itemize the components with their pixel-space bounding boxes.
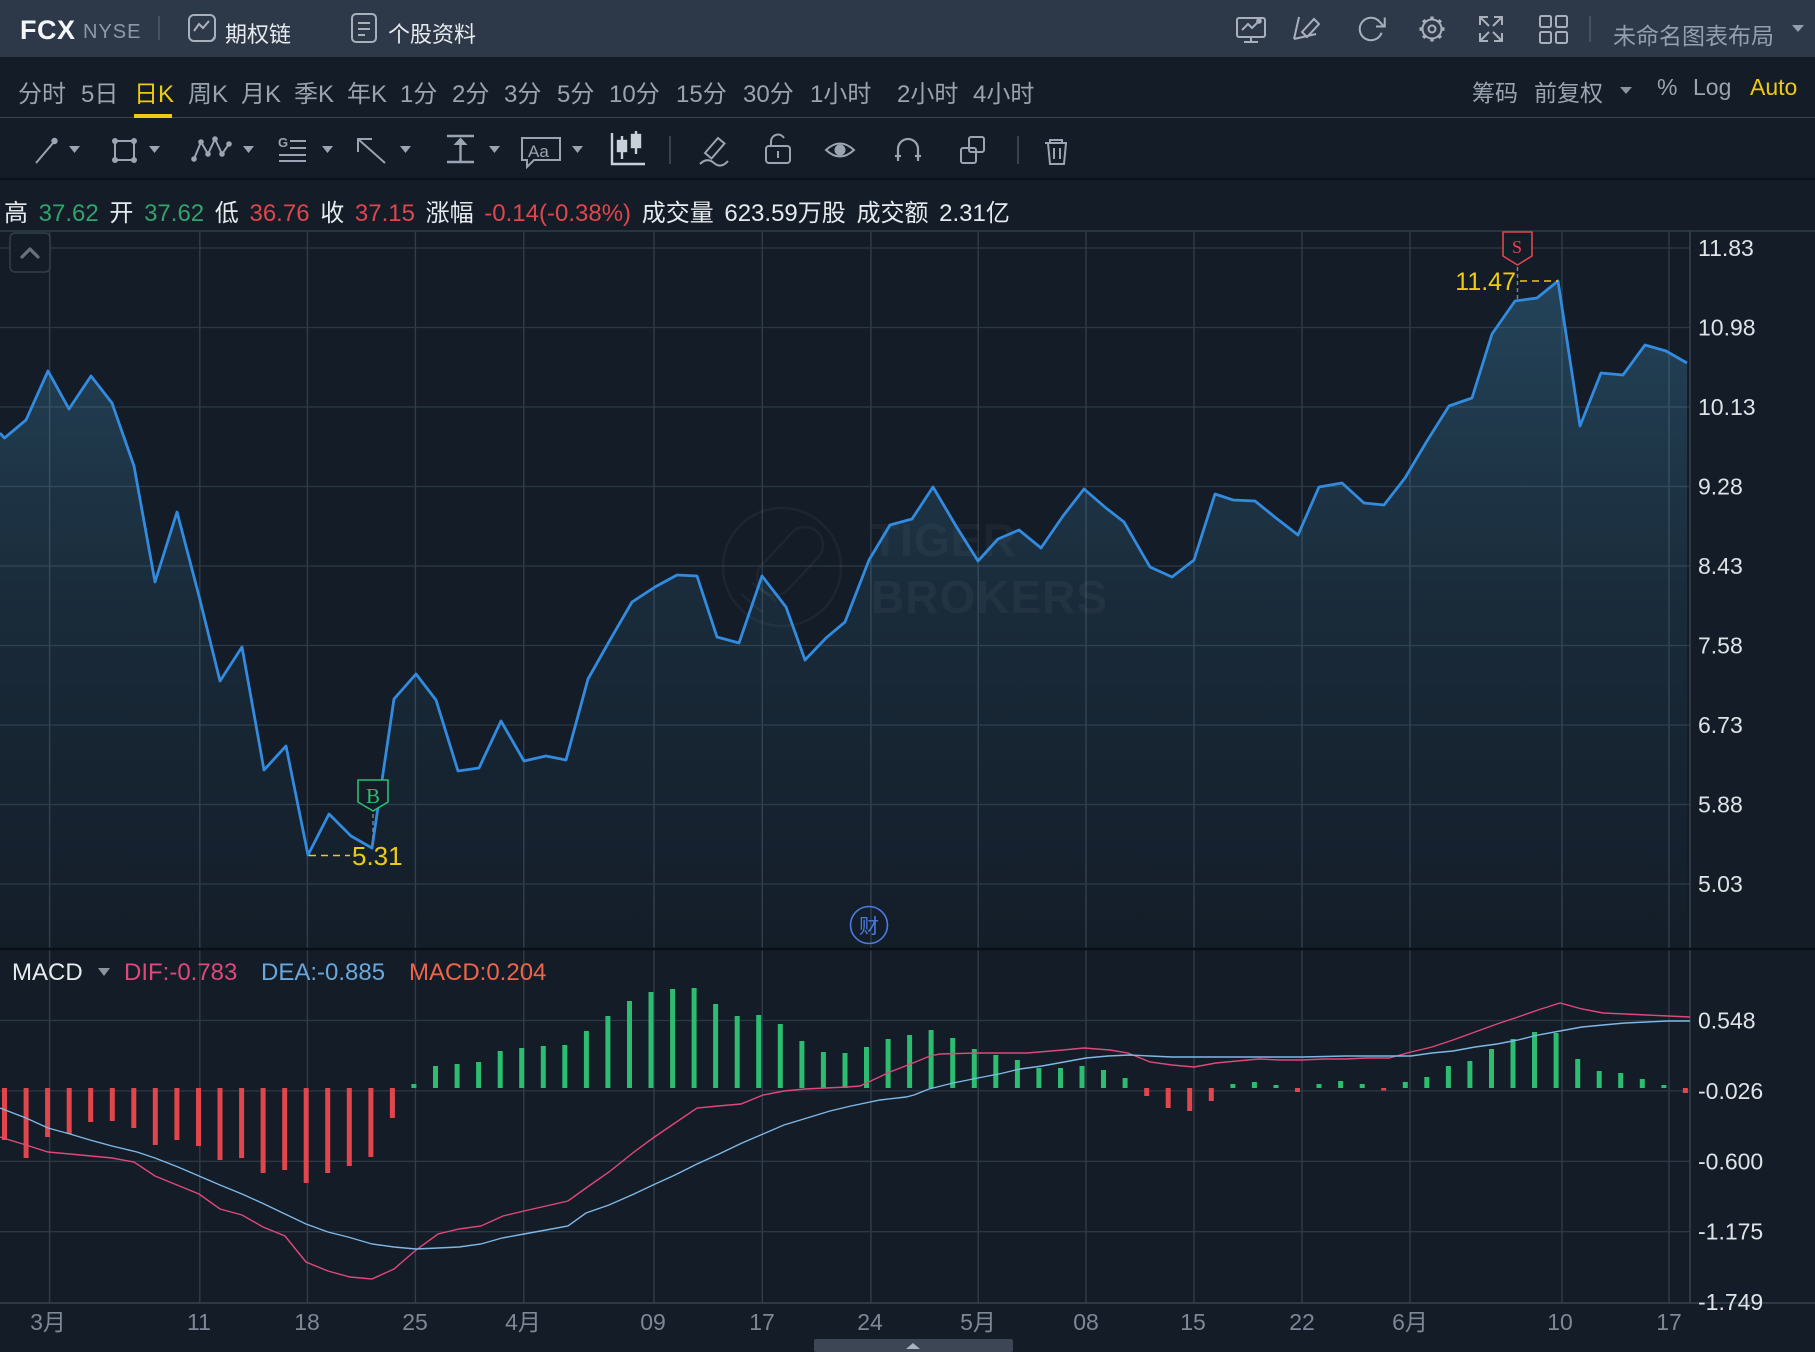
svg-text:11: 11: [187, 1309, 211, 1335]
svg-text:17: 17: [749, 1309, 775, 1335]
svg-text:0.548: 0.548: [1698, 1008, 1756, 1034]
svg-text:10: 10: [1547, 1309, 1573, 1335]
svg-text:MACD: MACD: [12, 959, 83, 986]
svg-text:18: 18: [294, 1309, 320, 1335]
svg-text:财: 财: [859, 915, 879, 938]
svg-text:6.73: 6.73: [1698, 712, 1743, 738]
svg-text:-1.749: -1.749: [1698, 1289, 1763, 1315]
svg-text:24: 24: [857, 1309, 883, 1335]
svg-text:08: 08: [1073, 1309, 1099, 1335]
svg-text:S: S: [1512, 237, 1522, 257]
svg-text:DEA:-0.885: DEA:-0.885: [261, 959, 385, 986]
svg-text:B: B: [366, 784, 380, 808]
svg-text:10.98: 10.98: [1698, 315, 1756, 341]
svg-text:3月: 3月: [30, 1309, 66, 1335]
svg-text:9.28: 9.28: [1698, 474, 1743, 500]
svg-text:17: 17: [1656, 1309, 1682, 1335]
svg-text:6月: 6月: [1392, 1309, 1428, 1335]
svg-text:22: 22: [1289, 1309, 1315, 1335]
svg-text:10.13: 10.13: [1698, 394, 1756, 420]
svg-text:MACD:0.204: MACD:0.204: [409, 959, 546, 986]
svg-text:-1.175: -1.175: [1698, 1219, 1763, 1245]
svg-text:5月: 5月: [960, 1309, 996, 1335]
svg-text:-0.026: -0.026: [1698, 1078, 1763, 1104]
svg-text:11.83: 11.83: [1698, 235, 1754, 261]
svg-text:4月: 4月: [505, 1309, 541, 1335]
svg-text:5.31: 5.31: [352, 841, 403, 871]
svg-text:5.88: 5.88: [1698, 792, 1743, 818]
svg-text:5.03: 5.03: [1698, 871, 1743, 897]
svg-text:Aa: Aa: [528, 142, 549, 161]
svg-text:8.43: 8.43: [1698, 553, 1743, 579]
svg-text:09: 09: [640, 1309, 666, 1335]
svg-text:25: 25: [402, 1309, 428, 1335]
svg-text:11.47: 11.47: [1455, 268, 1516, 296]
svg-text:15: 15: [1180, 1309, 1206, 1335]
svg-text:7.58: 7.58: [1698, 633, 1743, 659]
svg-text:G: G: [278, 135, 288, 150]
svg-text:DIF:-0.783: DIF:-0.783: [124, 959, 237, 986]
svg-text:-0.600: -0.600: [1698, 1148, 1763, 1174]
